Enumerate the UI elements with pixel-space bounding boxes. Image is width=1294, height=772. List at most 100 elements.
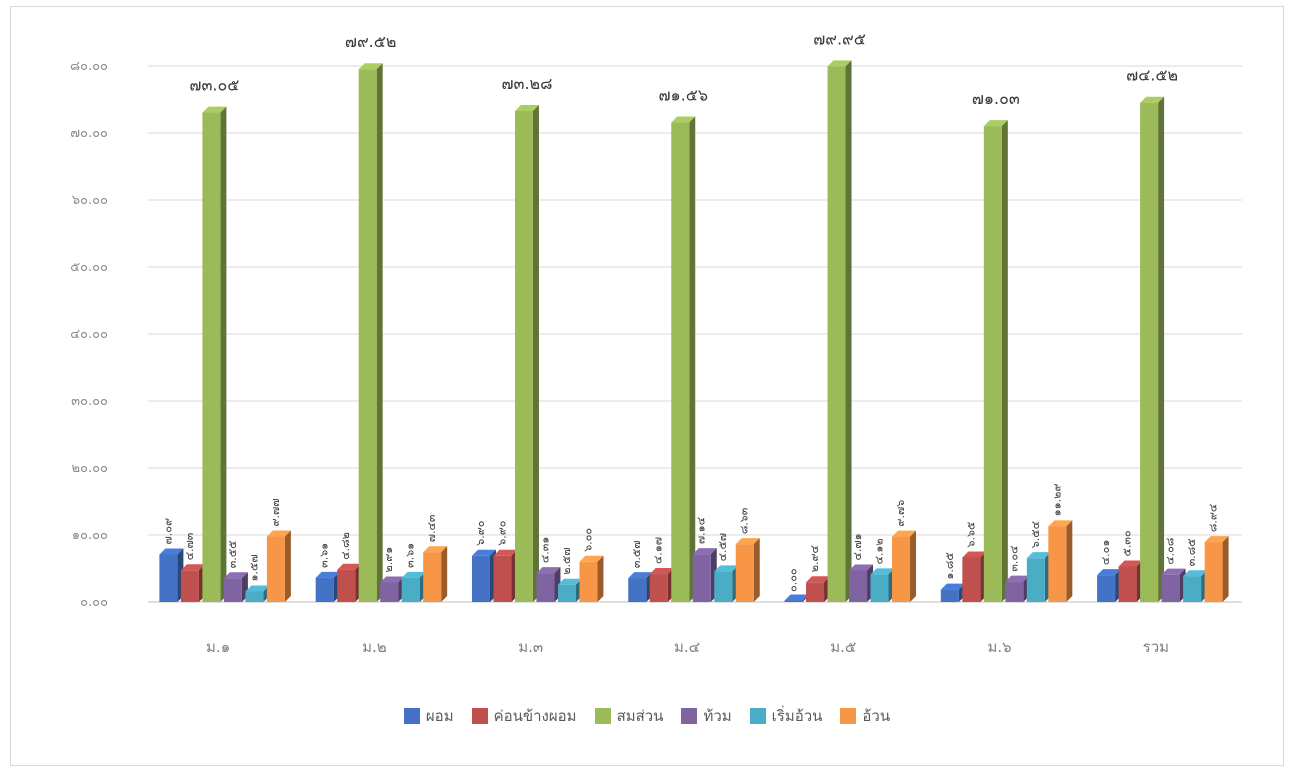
legend-swatch — [749, 708, 766, 724]
bar-top — [892, 530, 917, 537]
x-category-label: รวม — [1143, 638, 1169, 656]
bar-front — [579, 561, 598, 602]
data-label: ๓.๘๕ — [1185, 538, 1198, 566]
bar-top — [1140, 96, 1165, 103]
y-tick-label: ๓๐.๐๐ — [71, 394, 108, 409]
bar-top — [806, 576, 831, 583]
bar-top — [983, 120, 1008, 127]
data-label: ๗๙.๕๒ — [345, 32, 397, 51]
legend-label: ท้วม — [703, 707, 732, 725]
bar-อ้วน-ม.๒ — [423, 546, 448, 602]
bar-front — [358, 69, 377, 602]
data-label: ๔.๓๑ — [538, 537, 551, 563]
bar-top — [849, 564, 874, 571]
bar-front — [1048, 526, 1067, 602]
y-tick-label: ๒๐.๐๐ — [71, 461, 108, 476]
data-label: ๔.๑๒ — [873, 538, 886, 564]
bar-ค่อนข้างผอม-ม.๑ — [180, 564, 205, 602]
bar-top — [784, 594, 809, 601]
bar-side — [441, 546, 448, 602]
bar-top — [180, 564, 205, 571]
bar-front — [1183, 576, 1202, 602]
y-axis: ๐.๐๐ ๑๐.๐๐ ๒๐.๐๐ ๓๐.๐๐ ๔๐.๐๐ ๕๐.๐๐ ๖๐.๐๐ ๗๐.๐๐ ๘… — [70, 59, 108, 610]
bar-ผอม-ม.๒ — [315, 571, 340, 602]
legend-item: เริ่มอ้วน — [749, 704, 822, 728]
bar-top — [401, 571, 426, 578]
data-label: ๔.๕๗ — [716, 533, 729, 561]
data-label: ๗.๑๔ — [695, 517, 708, 544]
bar-เริ่มอ้วน-ม.๑ — [245, 585, 270, 602]
data-labels: ๗.๐๙๔.๗๓ ๗๓.๐๕๓.๕๕ ๑.๕๗ ๙.๗๗๓.๖๑ ๔.๘๒ ๗๙.๕๒๒.… — [161, 29, 1219, 592]
bar-top — [962, 551, 987, 558]
bar-front — [245, 591, 264, 602]
x-category-label: ม.๔ — [674, 638, 700, 656]
bar-สมส่วน-ม.๖ — [983, 120, 1008, 602]
y-tick-label: ๐.๐๐ — [80, 595, 108, 610]
bar-ผอม-ม.๑ — [159, 548, 184, 602]
data-label: ๑.๕๗ — [247, 554, 260, 581]
data-label: ๖.๕๔ — [1029, 521, 1042, 548]
data-label: ๑๑.๒๙ — [1050, 484, 1063, 517]
bar-front — [315, 577, 334, 602]
legend-swatch — [594, 708, 611, 724]
bar-ท้วม-ม.๒ — [380, 576, 405, 602]
bar-front — [628, 578, 647, 602]
bar-top — [628, 572, 653, 579]
bar-front — [1140, 102, 1159, 602]
bar-top — [223, 572, 248, 579]
bar-front — [493, 555, 512, 602]
bar-top — [266, 530, 291, 537]
bar-เริ่มอ้วน-ม.๒ — [401, 571, 426, 602]
bar-ผอม-ม.๔ — [628, 572, 653, 602]
legend-item: ท้วม — [681, 704, 732, 728]
bar-top — [1048, 520, 1073, 527]
bar-chart: ๐.๐๐๑๐.๐๐๒๐.๐๐๓๐.๐๐๔๐.๐๐๕๐.๐๐๖๐.๐๐๗๐.๐๐๘… — [70, 29, 1242, 656]
legend-label: อ้วน — [862, 707, 891, 725]
bar-top — [671, 116, 696, 123]
data-label: ๒.๙๑ — [382, 547, 395, 573]
bar-ผอม-รวม — [1097, 569, 1122, 602]
bar-top — [735, 538, 760, 545]
bar-top — [579, 555, 604, 562]
bar-front — [401, 577, 420, 602]
bar-อ้วน-ม.๔ — [735, 538, 760, 602]
bar-ท้วม-ม.๕ — [849, 564, 874, 602]
bar-front — [1005, 581, 1024, 602]
bar-front — [1161, 574, 1180, 602]
bar-front — [536, 573, 555, 602]
bar-front — [223, 578, 242, 602]
bar-front — [471, 555, 490, 602]
bar-front — [827, 66, 846, 602]
data-label: ๘.๙๔ — [1207, 504, 1220, 532]
legend-item: ผอม — [403, 704, 454, 728]
data-label: ๗.๐๙ — [161, 518, 174, 545]
data-label: ๔.๗๑ — [851, 533, 864, 560]
data-label: ๑.๘๕ — [943, 552, 956, 579]
bar-top — [337, 563, 362, 570]
y-tick-label: ๑๐.๐๐ — [72, 528, 108, 543]
legend-item: สมส่วน — [594, 704, 663, 728]
bar-front — [1204, 542, 1223, 602]
legend-swatch — [403, 708, 420, 724]
data-label: ๒.๙๔ — [808, 545, 821, 572]
bar-ท้วม-ม.๓ — [536, 567, 561, 602]
bar-top — [358, 63, 383, 70]
x-category-label: ม.๒ — [362, 638, 387, 656]
bar-side — [845, 60, 852, 602]
data-label: ๙.๗๗ — [269, 498, 282, 526]
bar-side — [220, 106, 227, 602]
bar-ค่อนข้างผอม-ม.๖ — [962, 551, 987, 602]
bar-ค่อนข้างผอม-ม.๕ — [806, 576, 831, 602]
bar-front — [380, 582, 399, 602]
bar-front — [983, 126, 1002, 602]
bar-สมส่วน-รวม — [1140, 96, 1165, 602]
x-category-label: ม.๑ — [206, 638, 230, 656]
legend-swatch — [471, 708, 488, 724]
bar-ค่อนข้างผอม-รวม — [1118, 560, 1143, 602]
legend-item: อ้วน — [840, 704, 890, 728]
bar-side — [753, 538, 760, 602]
bar-top — [557, 578, 582, 585]
data-label: ๗๓.๐๕ — [189, 76, 239, 95]
bar-top — [714, 565, 739, 572]
bar-ผอม-ม.๕ — [784, 594, 809, 602]
